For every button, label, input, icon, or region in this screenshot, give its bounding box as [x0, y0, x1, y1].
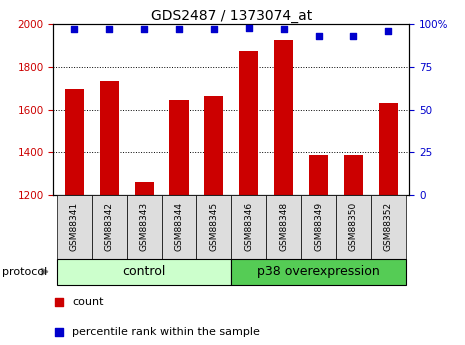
- Text: control: control: [122, 265, 166, 278]
- Point: [385, 28, 392, 34]
- Bar: [379, 103, 398, 195]
- Bar: [169, 100, 189, 195]
- Bar: [371, 195, 405, 259]
- Bar: [232, 259, 405, 285]
- Bar: [100, 81, 119, 195]
- Text: GSM88344: GSM88344: [174, 202, 184, 252]
- Point: [55, 299, 63, 304]
- Bar: [134, 182, 154, 195]
- Title: GDS2487 / 1373074_at: GDS2487 / 1373074_at: [151, 9, 312, 23]
- Bar: [204, 96, 224, 195]
- Bar: [232, 195, 266, 259]
- Point: [315, 33, 322, 39]
- Bar: [92, 195, 126, 259]
- Bar: [126, 195, 162, 259]
- Bar: [309, 156, 328, 195]
- Point: [280, 27, 287, 32]
- Bar: [344, 156, 363, 195]
- Bar: [57, 195, 92, 259]
- Text: GSM88350: GSM88350: [349, 202, 358, 252]
- Point: [210, 27, 218, 32]
- Bar: [239, 51, 259, 195]
- Text: p38 overexpression: p38 overexpression: [257, 265, 380, 278]
- Point: [175, 27, 183, 32]
- Text: GSM88352: GSM88352: [384, 202, 393, 252]
- Bar: [57, 259, 232, 285]
- Point: [350, 33, 357, 39]
- Bar: [301, 195, 336, 259]
- Point: [106, 27, 113, 32]
- Text: GSM88349: GSM88349: [314, 202, 323, 252]
- Bar: [65, 89, 84, 195]
- Point: [71, 27, 78, 32]
- Text: protocol: protocol: [2, 267, 47, 277]
- Text: GSM88346: GSM88346: [244, 202, 253, 252]
- Text: GSM88348: GSM88348: [279, 202, 288, 252]
- Point: [140, 27, 148, 32]
- Bar: [274, 40, 293, 195]
- Text: percentile rank within the sample: percentile rank within the sample: [72, 327, 260, 337]
- Point: [245, 25, 252, 30]
- Text: GSM88341: GSM88341: [70, 202, 79, 252]
- Bar: [196, 195, 232, 259]
- Point: [55, 329, 63, 335]
- Text: GSM88343: GSM88343: [140, 202, 149, 252]
- Text: GSM88342: GSM88342: [105, 202, 114, 252]
- Bar: [336, 195, 371, 259]
- Text: GSM88345: GSM88345: [209, 202, 219, 252]
- Bar: [266, 195, 301, 259]
- Text: count: count: [72, 297, 104, 306]
- Bar: [162, 195, 196, 259]
